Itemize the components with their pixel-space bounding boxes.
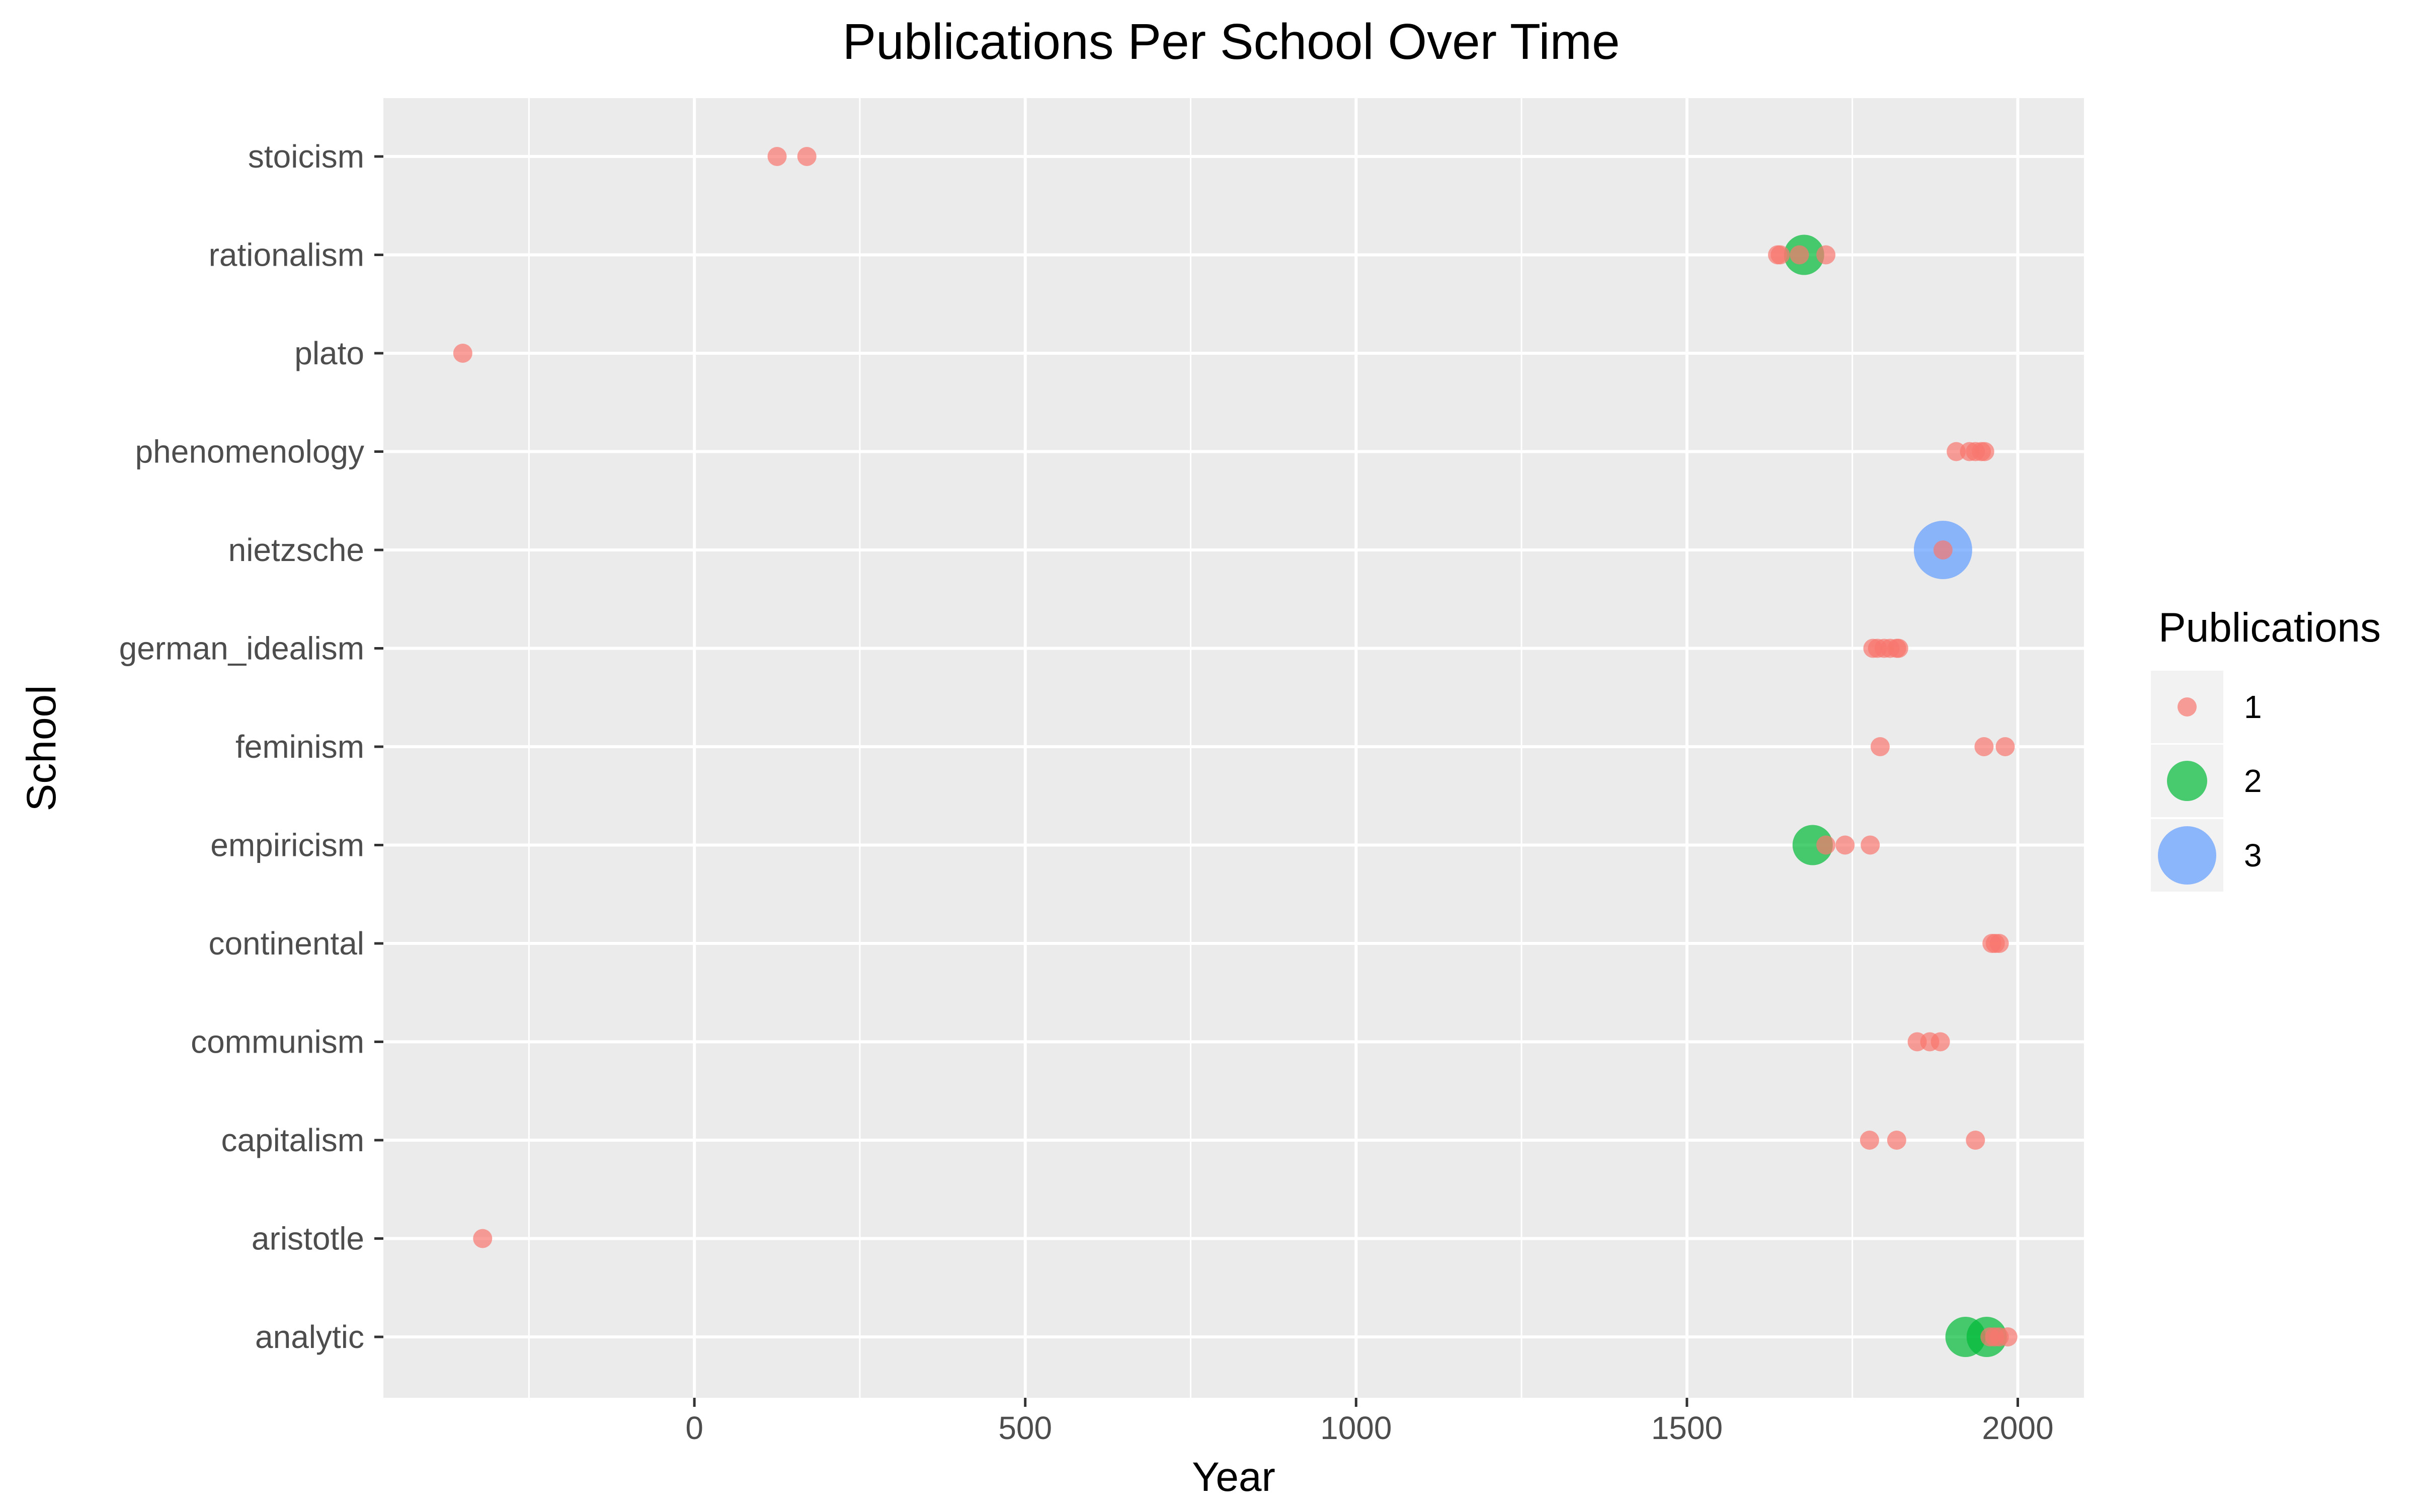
x-axis-ticks: 0 500 1000 1500 2000 xyxy=(685,1398,2054,1446)
y-tick-label: rationalism xyxy=(209,237,364,273)
data-point xyxy=(1861,835,1880,855)
data-point xyxy=(473,1229,493,1248)
x-tick-label: 0 xyxy=(685,1410,703,1446)
data-point xyxy=(1792,825,1833,865)
data-point xyxy=(797,147,817,166)
legend-key-1 xyxy=(2178,697,2197,717)
y-tick-label: capitalism xyxy=(221,1122,364,1158)
y-tick-label: continental xyxy=(208,925,364,962)
data-point xyxy=(1816,835,1836,855)
data-point xyxy=(1770,245,1790,265)
y-tick-label: phenomenology xyxy=(135,434,364,470)
data-point xyxy=(1995,737,2015,756)
legend-label: 2 xyxy=(2244,763,2262,799)
legend-title: Publications xyxy=(2158,605,2381,651)
data-point xyxy=(1933,540,1953,560)
chart-title: Publications Per School Over Time xyxy=(842,14,1620,70)
y-tick-label: communism xyxy=(191,1024,364,1060)
data-points xyxy=(453,147,2018,1357)
legend-key-3 xyxy=(2158,826,2216,885)
data-point xyxy=(1860,1131,1879,1150)
y-tick-label: german_idealism xyxy=(119,630,364,667)
data-point xyxy=(1889,639,1908,658)
data-point xyxy=(1998,1327,2018,1346)
data-point xyxy=(1975,442,1994,461)
y-tick-label: feminism xyxy=(235,729,364,765)
grid-major xyxy=(383,98,2084,1398)
x-axis-title: Year xyxy=(1192,1454,1275,1500)
data-point xyxy=(1966,1131,1985,1150)
y-tick-label: analytic xyxy=(255,1319,364,1355)
data-point xyxy=(1989,934,2009,953)
x-tick-label: 1000 xyxy=(1320,1410,1392,1446)
legend-entries: 1 2 3 xyxy=(2151,671,2262,892)
y-tick-label: plato xyxy=(294,335,364,371)
y-tick-label: nietzsche xyxy=(228,532,364,568)
data-point xyxy=(1790,245,1809,265)
legend-key-2 xyxy=(2167,761,2207,801)
data-point xyxy=(1816,245,1836,265)
x-tick-label: 2000 xyxy=(1982,1410,2053,1446)
legend-label: 3 xyxy=(2244,837,2262,873)
y-tick-label: stoicism xyxy=(248,138,364,175)
y-axis-title: School xyxy=(19,685,64,812)
data-point xyxy=(1930,1032,1950,1052)
data-point xyxy=(453,344,472,363)
data-point xyxy=(1974,737,1994,756)
data-point xyxy=(1887,1131,1906,1150)
y-axis-ticks: analytic aristotle capitalism communism cont… xyxy=(119,138,383,1355)
data-point xyxy=(1835,835,1855,855)
y-tick-label: empiricism xyxy=(210,827,364,863)
y-tick-label: aristotle xyxy=(252,1221,364,1257)
x-tick-label: 1500 xyxy=(1651,1410,1723,1446)
x-tick-label: 500 xyxy=(998,1410,1052,1446)
legend-label: 1 xyxy=(2244,689,2262,725)
data-point xyxy=(1870,737,1890,756)
data-point xyxy=(1947,442,1966,461)
legend: Publications 1 2 3 xyxy=(2151,605,2381,892)
data-point xyxy=(767,147,787,166)
